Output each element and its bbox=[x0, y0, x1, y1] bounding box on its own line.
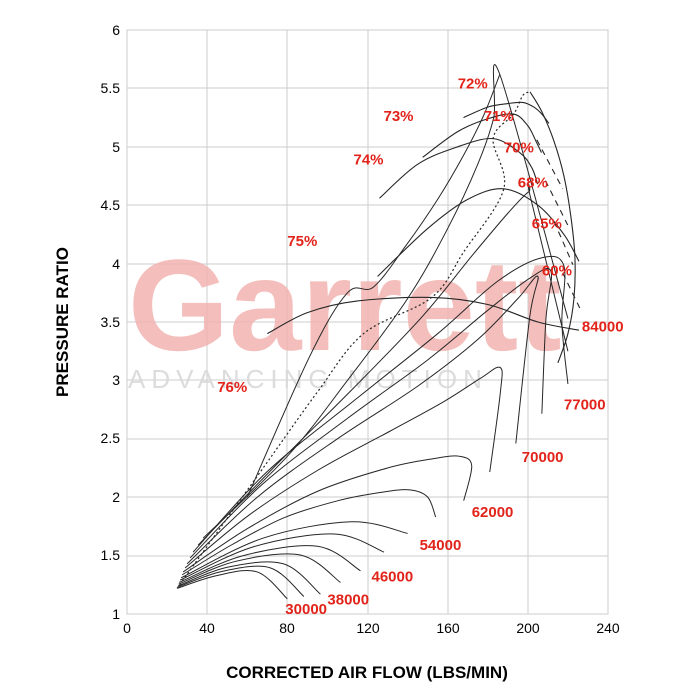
svg-text:71%: 71% bbox=[484, 108, 514, 125]
svg-text:38000: 38000 bbox=[327, 592, 369, 609]
svg-text:1: 1 bbox=[112, 606, 120, 622]
svg-text:240: 240 bbox=[596, 620, 620, 636]
svg-text:70%: 70% bbox=[504, 140, 534, 157]
svg-text:54000: 54000 bbox=[420, 537, 462, 554]
svg-text:72%: 72% bbox=[458, 75, 488, 92]
svg-text:76%: 76% bbox=[217, 379, 247, 396]
svg-text:160: 160 bbox=[436, 620, 460, 636]
svg-text:80: 80 bbox=[279, 620, 295, 636]
svg-text:5: 5 bbox=[112, 139, 120, 155]
svg-text:Garrett: Garrett bbox=[128, 232, 561, 378]
svg-text:PRESSURE RATIO: PRESSURE RATIO bbox=[53, 247, 72, 397]
svg-text:40: 40 bbox=[199, 620, 215, 636]
svg-text:30000: 30000 bbox=[285, 601, 327, 618]
svg-text:ADVANCING MOTION: ADVANCING MOTION bbox=[128, 364, 488, 394]
svg-text:3: 3 bbox=[112, 372, 120, 388]
svg-text:CORRECTED AIR FLOW (LBS/MIN): CORRECTED AIR FLOW (LBS/MIN) bbox=[226, 663, 508, 682]
svg-text:84000: 84000 bbox=[582, 318, 624, 335]
svg-text:2: 2 bbox=[112, 489, 120, 505]
svg-text:62000: 62000 bbox=[472, 504, 514, 521]
svg-text:4: 4 bbox=[112, 256, 120, 272]
svg-text:77000: 77000 bbox=[564, 397, 606, 414]
svg-text:4.5: 4.5 bbox=[101, 197, 121, 213]
svg-text:5.5: 5.5 bbox=[101, 80, 121, 96]
svg-text:75%: 75% bbox=[287, 233, 317, 250]
svg-text:6: 6 bbox=[112, 22, 120, 38]
svg-text:60%: 60% bbox=[542, 262, 572, 279]
svg-text:1.5: 1.5 bbox=[101, 547, 121, 563]
svg-text:3.5: 3.5 bbox=[101, 314, 121, 330]
svg-text:74%: 74% bbox=[354, 151, 384, 168]
svg-text:0: 0 bbox=[123, 620, 131, 636]
svg-text:65%: 65% bbox=[532, 216, 562, 233]
svg-text:200: 200 bbox=[516, 620, 540, 636]
svg-text:70000: 70000 bbox=[522, 449, 564, 466]
svg-text:73%: 73% bbox=[384, 108, 414, 125]
svg-text:68%: 68% bbox=[518, 175, 548, 192]
svg-text:120: 120 bbox=[356, 620, 380, 636]
svg-text:46000: 46000 bbox=[372, 568, 414, 585]
svg-text:2.5: 2.5 bbox=[101, 430, 121, 446]
